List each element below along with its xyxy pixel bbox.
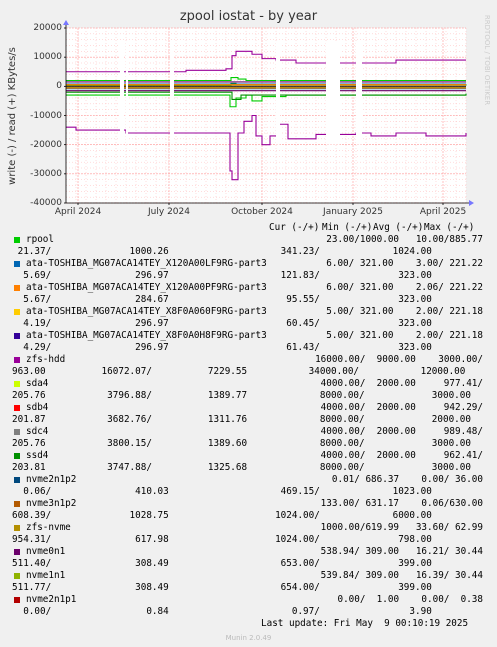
legend-item-stats-line1: 16000.00/ 9000.00 3000.00/ [315, 354, 483, 365]
munin-footer: Munin 2.0.49 [225, 634, 272, 642]
legend-swatch [14, 453, 20, 459]
legend-item-name: nvme2n1p2 [26, 474, 77, 485]
y-axis-label: write (-) / read (+) KBytes/s [7, 47, 18, 185]
legend-header-cur: Cur (-/+) [269, 222, 320, 233]
legend-item-stats-line2: 0.00/ 0.84 0.97/ 3.90 [12, 606, 432, 617]
legend-item-name: nvme3n1p2 [26, 498, 77, 509]
legend-item-stats-line2: 205.76 3796.88/ 1389.77 8000.00/ 3000.00 [12, 390, 471, 401]
legend-item-stats-line1: 4000.00/ 2000.00 989.48/ [320, 426, 483, 437]
legend-item-name: nvme2n1p1 [26, 594, 77, 605]
legend-item-name: rpool [26, 234, 54, 245]
legend-item-stats-line2: 201.87 3682.76/ 1311.76 8000.00/ 2000.00 [12, 414, 471, 425]
legend-swatch [14, 381, 20, 387]
y-tick-label: -10000 [30, 110, 62, 121]
legend-swatch [14, 333, 20, 339]
x-tick-label: April 2025 [419, 207, 467, 217]
legend-item-name: ata-TOSHIBA_MG07ACA14TEY_X120A00PF9RG-pa… [26, 282, 267, 293]
legend-item-stats-line2: 5.69/ 296.97 121.83/ 323.00 [12, 270, 432, 281]
y-tick-label: -40000 [30, 198, 62, 208]
x-tick-label: July 2024 [148, 207, 190, 217]
legend-item-stats-line1: 4000.00/ 2000.00 977.41/ [320, 378, 483, 389]
legend-item-stats-line2: 205.76 3800.15/ 1389.60 8000.00/ 3000.00 [12, 438, 471, 449]
legend-item-name: sdc4 [26, 426, 49, 437]
x-tick-label: January 2025 [323, 207, 383, 217]
legend-item-stats-line2: 608.39/ 1028.75 1024.00/ 6000.00 [12, 510, 432, 521]
legend-item-stats-line1: 5.00/ 321.00 2.00/ 221.18 [326, 306, 483, 317]
legend-item-stats-line2: 4.29/ 296.97 61.43/ 323.00 [12, 342, 432, 353]
data-gap [356, 42, 362, 145]
y-tick-label: 10000 [33, 52, 62, 63]
legend-swatch [14, 309, 20, 315]
series-rpool-read [66, 77, 466, 82]
x-tick-label: April 2024 [54, 207, 102, 217]
legend-item-name: sda4 [26, 378, 49, 389]
legend-item-stats-line1: 1000.00/619.99 33.60/ 62.99 [320, 522, 483, 533]
legend-item-name: zfs-nvme [26, 522, 71, 533]
series-zfs-hdd-write [66, 114, 467, 181]
legend-item-stats-line1: 0.00/ 1.00 0.00/ 0.38 [337, 594, 483, 605]
legend-item-stats-line2: 203.81 3747.88/ 1325.68 8000.00/ 3000.00 [12, 462, 471, 473]
legend-item-name: ata-TOSHIBA_MG07ACA14TEY_X120A00LF9RG-pa… [26, 258, 267, 269]
x-axis-arrow [469, 200, 474, 206]
legend-swatch [14, 597, 20, 603]
legend-item-stats-line1: 6.00/ 321.00 2.06/ 221.22 [326, 282, 483, 293]
legend-item-stats-line2: 21.37/ 1000.26 341.23/ 1024.00 [12, 246, 432, 257]
legend-item-name: nvme1n1 [26, 570, 66, 581]
legend-item-name: ssd4 [26, 450, 49, 461]
legend-item-stats-line2: 511.77/ 308.49 654.00/ 399.00 [12, 582, 432, 593]
y-tick-label: -20000 [30, 139, 62, 150]
last-update: Last update: Fri May 9 00:10:19 2025 [261, 618, 469, 629]
y-tick-label: 20000 [33, 23, 62, 33]
legend-item-name: zfs-hdd [26, 354, 66, 365]
legend-item-stats-line2: 4.19/ 296.97 60.45/ 323.00 [12, 318, 432, 329]
legend-item-name: sdb4 [26, 402, 49, 413]
legend-header-avg: Avg (-/+) [373, 222, 424, 233]
legend-item-stats-line1: 133.00/ 631.17 0.06/630.00 [320, 498, 483, 509]
legend-item-stats-line1: 6.00/ 321.00 3.00/ 221.22 [326, 258, 483, 269]
legend-header-min: Min (-/+) [322, 222, 373, 233]
series-ssd4-write [66, 91, 467, 101]
legend-swatch [14, 501, 20, 507]
data-gap [126, 42, 128, 145]
legend-item-name: nvme0n1 [26, 546, 66, 557]
legend-item-stats-line1: 539.84/ 309.00 16.39/ 30.44 [320, 570, 483, 581]
data-gap [170, 42, 174, 145]
legend-item-stats-line1: 538.94/ 309.00 16.21/ 30.44 [320, 546, 483, 557]
legend-swatch [14, 285, 20, 291]
legend-item-stats-line1: 4000.00/ 2000.00 962.41/ [320, 450, 483, 461]
legend-item-stats-line2: 5.67/ 284.67 95.55/ 323.00 [12, 294, 432, 305]
legend-item-stats-line2: 0.06/ 410.03 469.15/ 1023.00 [12, 486, 432, 497]
legend-swatch [14, 237, 20, 243]
y-tick-label: -30000 [30, 168, 62, 179]
legend-swatch [14, 357, 20, 363]
legend-swatch [14, 525, 20, 531]
legend-swatch [14, 573, 20, 579]
legend-item-stats-line1: 5.00/ 321.00 2.00/ 221.18 [326, 330, 483, 341]
legend-item-stats-line1: 4000.00/ 2000.00 942.29/ [320, 402, 483, 413]
chart-title: zpool iostat - by year [179, 9, 318, 24]
legend-item-stats-line2: 963.00 16072.07/ 7229.55 34000.00/ 12000… [12, 366, 466, 377]
y-axis-arrow [63, 20, 69, 25]
legend-header-max: Max (-/+) [424, 222, 475, 233]
legend-swatch [14, 429, 20, 435]
data-gap [326, 42, 340, 145]
x-tick-label: October 2024 [231, 207, 293, 217]
y-tick-label: 0 [56, 81, 62, 92]
legend-item-stats-line1: 0.01/ 686.37 0.00/ 36.00 [331, 474, 483, 485]
legend-swatch [14, 477, 20, 483]
legend-item-stats-line2: 511.40/ 308.49 653.00/ 399.00 [12, 558, 432, 569]
watermark: RRDTOOL / TOBI OETIKER [483, 14, 491, 106]
legend-item-stats-line1: 23.00/1000.00 10.00/885.77 [326, 234, 483, 245]
legend-item-name: ata-TOSHIBA_MG07ACA14TEY_X8F0A060F9RG-pa… [26, 306, 267, 317]
legend-swatch [14, 405, 20, 411]
series-zfs-hdd-read [66, 50, 466, 73]
legend-swatch [14, 549, 20, 555]
data-gap [120, 42, 124, 145]
legend-item-stats-line2: 954.31/ 617.98 1024.00/ 798.00 [12, 534, 432, 545]
legend-item-name: ata-TOSHIBA_MG07ACA14TEY_X8F0A0H8F9RG-pa… [26, 330, 267, 341]
legend-swatch [14, 261, 20, 267]
data-gap [276, 42, 280, 145]
